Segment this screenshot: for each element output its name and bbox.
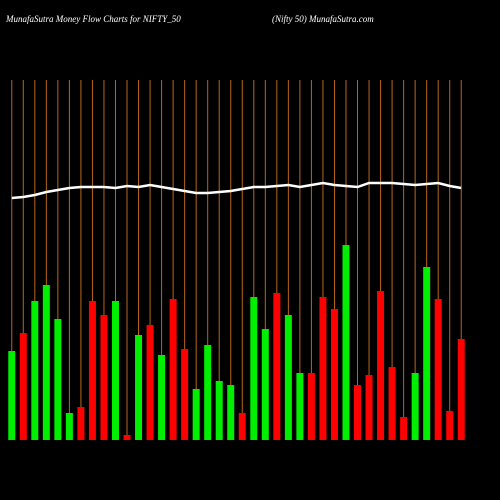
bar bbox=[181, 349, 189, 440]
bar bbox=[158, 355, 166, 440]
bar bbox=[31, 301, 39, 440]
bar bbox=[388, 367, 396, 440]
bar bbox=[54, 319, 62, 440]
bar bbox=[377, 291, 385, 440]
chart-title: MunafaSutra Money Flow Charts for NIFTY_… bbox=[5, 14, 181, 24]
bar bbox=[319, 297, 327, 440]
bar bbox=[123, 435, 131, 440]
bar bbox=[88, 301, 96, 440]
bar bbox=[238, 413, 246, 440]
bar bbox=[250, 297, 258, 440]
bar bbox=[135, 335, 143, 440]
bar bbox=[446, 411, 454, 440]
bar bbox=[227, 385, 235, 440]
bar bbox=[261, 329, 269, 440]
bar bbox=[42, 285, 50, 440]
bar bbox=[111, 301, 119, 440]
bar bbox=[204, 345, 212, 440]
bar bbox=[423, 267, 431, 440]
bar bbox=[8, 351, 16, 440]
bar bbox=[307, 373, 315, 440]
bar bbox=[19, 333, 27, 440]
money-flow-line bbox=[11, 181, 462, 200]
bar bbox=[65, 413, 73, 440]
bar bbox=[365, 375, 373, 440]
bar bbox=[296, 373, 304, 440]
bar bbox=[215, 381, 223, 440]
bar bbox=[169, 299, 177, 440]
bar bbox=[146, 325, 154, 440]
bar bbox=[77, 407, 85, 440]
bar bbox=[457, 339, 465, 440]
bar bbox=[330, 309, 338, 440]
bar bbox=[192, 389, 200, 440]
bar bbox=[354, 385, 362, 440]
bar bbox=[273, 293, 281, 440]
bar bbox=[400, 417, 408, 440]
bar bbox=[100, 315, 108, 440]
bar bbox=[284, 315, 292, 440]
chart-subtitle: (Nifty 50) MunafaSutra.com bbox=[272, 14, 374, 24]
bar bbox=[411, 373, 419, 440]
bar bbox=[342, 245, 350, 440]
bar bbox=[434, 299, 442, 440]
